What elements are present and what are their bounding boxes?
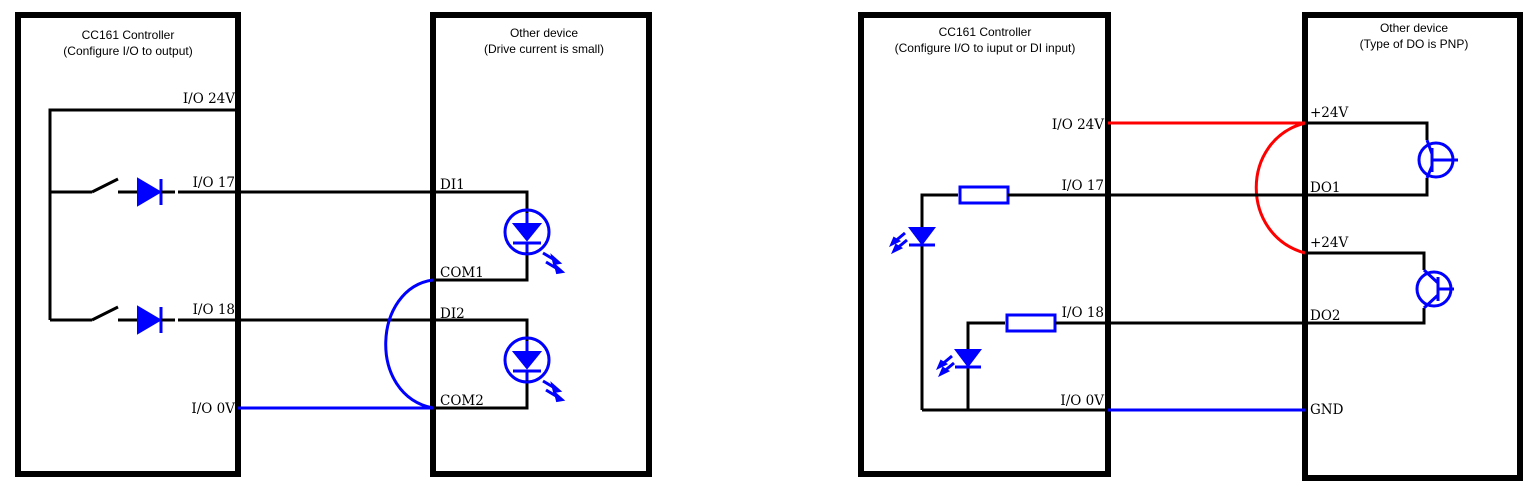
left-diode-2: [137, 305, 175, 335]
right-transistor-2: [1305, 251, 1454, 325]
left-wire-com-bridge: [384, 278, 434, 410]
right-diagram: CC161 Controller (Configure I/O to iuput…: [858, 12, 1523, 481]
right-pin-do2: DO2: [1310, 308, 1340, 324]
left-pin-di2: DI2: [440, 306, 465, 322]
right-pin-do1: DO1: [1310, 180, 1340, 196]
left-diode-1: [137, 177, 175, 207]
left-pin-com2: COM2: [440, 393, 484, 409]
left-pin-io18: I/O 18: [193, 302, 235, 318]
left-diagram: CC161 Controller (Configure I/O to outpu…: [15, 12, 652, 477]
left-pin-io17: I/O 17: [193, 175, 235, 191]
right-controller-box: [858, 12, 1111, 477]
left-device-subtitle: (Drive current is small): [484, 42, 604, 56]
right-controller-title: CC161 Controller: [939, 25, 1032, 39]
left-controller-box: [15, 12, 241, 477]
left-device-box: [430, 12, 652, 477]
right-input-circuit-18: [936, 313, 1108, 410]
right-transistor-1: [1305, 121, 1458, 197]
left-led-2: [433, 318, 566, 410]
left-switch-network: [48, 108, 238, 322]
right-pin-io24v: I/O 24V: [1052, 117, 1104, 133]
left-device-title: Other device: [510, 26, 578, 40]
left-controller-title: CC161 Controller: [82, 28, 175, 42]
right-device-box: [1302, 12, 1523, 481]
right-device-subtitle: (Type of DO is PNP): [1360, 37, 1469, 51]
left-controller-subtitle: (Configure I/O to output): [63, 44, 192, 58]
right-pin-gnd: GND: [1310, 402, 1344, 418]
right-pin-io0v: I/O 0V: [1060, 393, 1104, 409]
right-pin-io18: I/O 18: [1062, 305, 1104, 321]
right-pin-plus24v-2: +24V: [1310, 235, 1348, 251]
right-device-title: Other device: [1380, 21, 1448, 35]
right-wire-24v-bridge: [1254, 121, 1306, 255]
right-pin-plus24v-1: +24V: [1310, 105, 1348, 121]
right-pin-io17: I/O 17: [1062, 178, 1104, 194]
left-pin-io24v: I/O 24V: [183, 91, 235, 107]
left-led-1: [433, 190, 566, 282]
left-pin-com1: COM1: [440, 265, 484, 281]
left-pin-io0v: I/O 0V: [191, 401, 235, 417]
right-input-circuit-17: [889, 185, 1108, 410]
right-controller-subtitle: (Configure I/O to iuput or DI input): [895, 41, 1076, 55]
left-pin-di1: DI1: [440, 177, 465, 193]
